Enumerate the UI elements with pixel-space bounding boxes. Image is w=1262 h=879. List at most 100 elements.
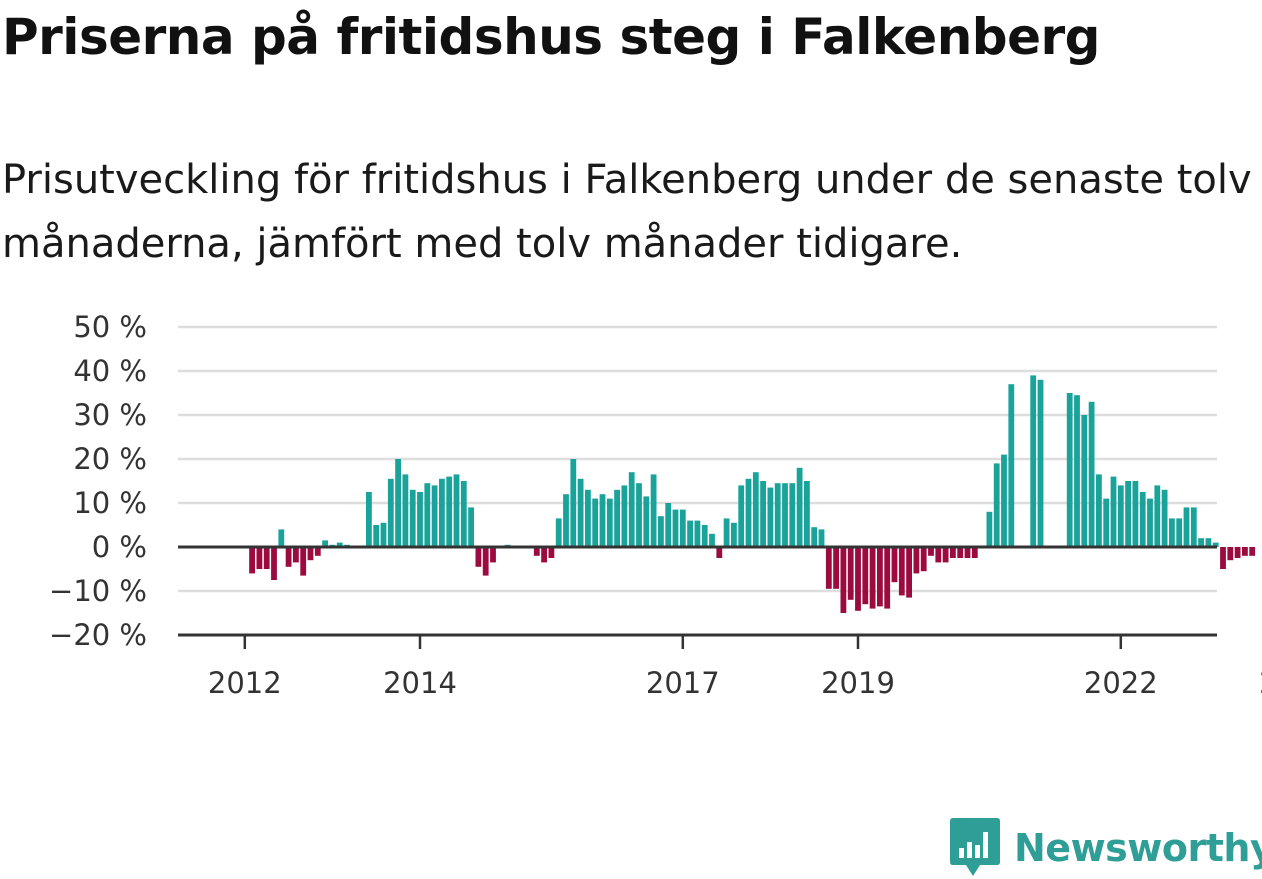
bar [490, 547, 496, 563]
bar [446, 476, 453, 547]
bar [460, 481, 467, 547]
bar [1147, 498, 1153, 547]
bar [533, 547, 540, 556]
bar [855, 547, 861, 611]
y-tick-label: 30 % [73, 398, 147, 432]
bar [548, 547, 555, 558]
bar [1066, 393, 1073, 547]
y-tick-label: 20 % [73, 442, 147, 476]
newsworthy-logo: Newsworthy [950, 818, 1262, 878]
bar [993, 463, 1000, 547]
bar [592, 498, 599, 547]
bar [475, 547, 482, 567]
bar [439, 478, 445, 547]
bar [1030, 375, 1037, 547]
bar [373, 525, 380, 547]
bar [643, 496, 650, 547]
bar [307, 547, 314, 561]
bar [1212, 542, 1219, 547]
newsworthy-logo-icon [950, 818, 1000, 876]
bar [1037, 379, 1044, 547]
bar [1117, 485, 1124, 547]
brand-name: Newsworthy [1014, 826, 1262, 870]
bar [658, 516, 664, 547]
bar [723, 518, 730, 547]
bar [577, 478, 584, 547]
bar [278, 529, 285, 547]
bar [745, 478, 752, 547]
bar [760, 481, 766, 547]
bar [395, 459, 401, 547]
bar [1088, 401, 1095, 547]
bar [1205, 538, 1212, 547]
bar [942, 547, 949, 563]
bar [811, 527, 818, 547]
bars [249, 375, 1256, 613]
bar [709, 533, 715, 547]
bar [796, 467, 803, 547]
bar [752, 472, 759, 547]
bar [1198, 538, 1204, 547]
bar [964, 547, 971, 558]
bar [687, 520, 693, 547]
bar [563, 494, 569, 547]
bar [1103, 498, 1110, 547]
bar [898, 547, 905, 596]
bar [862, 547, 869, 605]
bar [285, 547, 292, 567]
bar [971, 547, 978, 558]
bar [1220, 547, 1226, 569]
bar [1110, 476, 1117, 547]
bar [738, 485, 745, 547]
bar [314, 547, 321, 556]
y-tick-label: 10 % [73, 486, 147, 520]
bar [825, 547, 832, 589]
bar [1139, 492, 1146, 547]
bar [380, 522, 387, 547]
bar [1183, 507, 1190, 547]
x-axis-labels: 2012 2014 2017 2019 2022 2024 [208, 666, 1262, 700]
bar [913, 547, 920, 574]
bar [585, 489, 591, 547]
bar [300, 547, 307, 576]
bar [694, 520, 701, 547]
bar [789, 483, 796, 547]
bar [847, 547, 854, 600]
bar [402, 474, 409, 547]
y-tick-label: 50 % [73, 310, 147, 344]
bar [928, 547, 934, 556]
bar [409, 489, 416, 547]
bar [453, 474, 460, 547]
bar [672, 509, 679, 547]
bar [1096, 474, 1102, 547]
gridlines [178, 325, 1217, 593]
bar [1249, 547, 1256, 556]
bar [468, 507, 474, 547]
bar [570, 459, 577, 547]
bar [599, 494, 606, 547]
bar [417, 492, 423, 547]
bar [891, 547, 898, 583]
bar [650, 474, 657, 547]
bar [818, 529, 825, 547]
bar [884, 547, 891, 609]
bar [1176, 518, 1183, 547]
bar [1169, 518, 1175, 547]
bar [1242, 547, 1248, 556]
bar [1008, 384, 1015, 547]
y-axis-labels: 50 % 40 % 30 % 20 % 10 % 0 % −10 % −20 % [49, 310, 147, 652]
bar [774, 483, 781, 547]
x-tick-label: 2024 [1259, 666, 1262, 700]
bar [1234, 547, 1241, 558]
bar [1132, 481, 1139, 547]
bar [804, 481, 810, 547]
bar [366, 492, 372, 547]
bar [701, 525, 708, 547]
bar [431, 485, 438, 547]
bar [1227, 547, 1234, 561]
bar [950, 547, 956, 558]
bar [263, 547, 270, 569]
bar [606, 498, 613, 547]
x-tick-label: 2019 [821, 666, 895, 700]
bar [716, 547, 723, 558]
